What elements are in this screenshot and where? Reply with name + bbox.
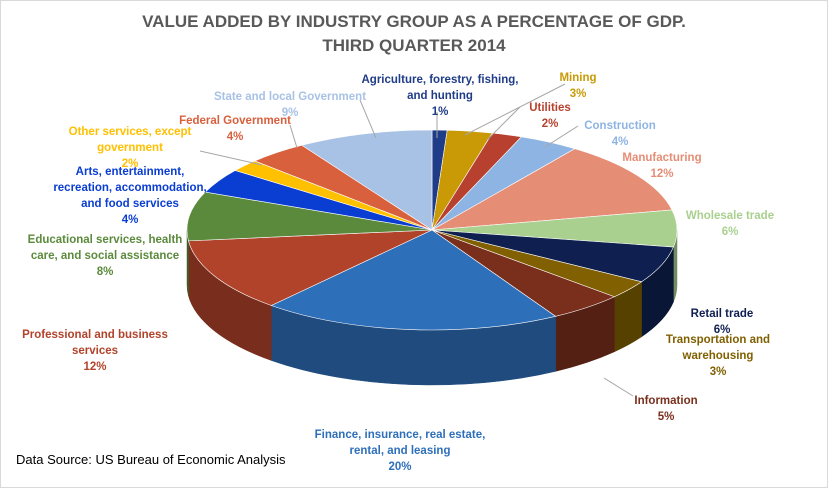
data-label: Educational services, health care, and s… <box>15 232 195 280</box>
data-label: Manufacturing 12% <box>617 150 707 182</box>
data-label: Utilities 2% <box>515 100 585 132</box>
data-label: Other services, except government 2% <box>55 124 205 172</box>
category-label: Retail trade <box>690 308 754 320</box>
data-label: Mining 3% <box>548 70 608 102</box>
slice <box>431 148 673 231</box>
data-label: Information 5% <box>626 393 706 425</box>
data-label: Federal Government 4% <box>175 113 295 145</box>
value-label: 5% <box>657 411 675 423</box>
source-note: Data Source: US Bureau of Economic Analy… <box>16 452 286 467</box>
slice <box>301 129 433 231</box>
value-label: 2% <box>121 158 139 170</box>
data-label: Transportation and warehousing 3% <box>663 332 773 380</box>
slice <box>186 191 433 242</box>
category-label: Finance, insurance, real estate, rental,… <box>314 429 486 457</box>
value-label: 2% <box>541 118 559 130</box>
slice <box>188 229 433 306</box>
leader-line <box>359 99 377 139</box>
value-label: 6% <box>713 324 731 336</box>
leader-line <box>199 150 263 166</box>
category-label: Educational services, health care, and s… <box>27 234 183 262</box>
value-label: 12% <box>650 168 674 180</box>
category-label: Construction <box>584 120 656 132</box>
value-label: 9% <box>281 107 299 119</box>
slice <box>270 229 557 331</box>
data-label: Finance, insurance, real estate, rental,… <box>310 427 490 475</box>
leader-line <box>603 377 634 397</box>
value-label: 4% <box>226 131 244 143</box>
value-label: 1% <box>431 106 449 118</box>
category-label: Arts, entertainment, recreation, accommo… <box>53 166 207 210</box>
chart-title: VALUE ADDED BY INDUSTRY GROUP AS A PERCE… <box>142 12 686 31</box>
leader-line <box>486 106 521 141</box>
data-label: Arts, entertainment, recreation, accommo… <box>45 164 215 228</box>
category-label: Wholesale trade <box>685 210 775 222</box>
category-label: State and local Government <box>213 91 367 103</box>
data-label: Retail trade 6% <box>687 306 757 338</box>
value-label: 12% <box>83 361 107 373</box>
data-label: State and local Government 9% <box>210 89 370 121</box>
data-label: Agriculture, forestry, fishing, and hunt… <box>355 72 525 120</box>
data-label: Wholesale trade 6% <box>675 208 785 240</box>
category-label: Transportation and warehousing <box>665 334 771 362</box>
value-label: 3% <box>709 366 727 378</box>
category-label: Utilities <box>529 102 571 114</box>
leader-line <box>464 83 566 136</box>
value-label: 8% <box>96 266 114 278</box>
category-label: Professional and business services <box>22 329 168 357</box>
leader-line <box>289 124 298 149</box>
category-label: Agriculture, forestry, fishing, and hunt… <box>361 74 519 102</box>
value-label: 3% <box>569 88 587 100</box>
category-label: Federal Government <box>179 115 291 127</box>
data-label: Professional and business services 12% <box>10 327 180 375</box>
category-label: Manufacturing <box>622 152 702 164</box>
category-label: Information <box>634 395 698 407</box>
category-label: Other services, except government <box>68 126 192 154</box>
category-label: Mining <box>559 72 597 84</box>
leader-line <box>544 125 579 148</box>
data-label: Construction 4% <box>580 118 660 150</box>
value-label: 20% <box>388 461 412 473</box>
value-label: 6% <box>721 226 739 238</box>
value-label: 4% <box>121 214 139 226</box>
chart-subtitle: THIRD QUARTER 2014 <box>322 36 506 55</box>
value-label: 4% <box>611 136 629 148</box>
